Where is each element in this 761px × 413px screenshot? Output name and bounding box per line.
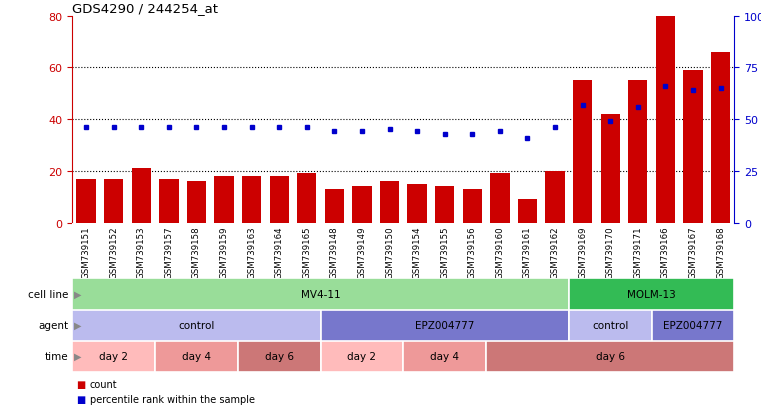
Bar (186, 182, 206, 223)
Text: ▶: ▶ (74, 320, 81, 330)
Text: day 6: day 6 (265, 351, 294, 361)
Bar (651, 310, 734, 341)
Text: control: control (592, 320, 629, 330)
Text: GSM739148: GSM739148 (330, 226, 339, 278)
Bar (628, 81, 648, 223)
Text: GSM739165: GSM739165 (302, 226, 311, 278)
Bar (486, 341, 734, 372)
Bar (380, 182, 400, 223)
Text: ■: ■ (76, 394, 85, 404)
Text: GSM739151: GSM739151 (81, 226, 91, 278)
Text: GSM739162: GSM739162 (550, 226, 559, 278)
Bar (490, 174, 510, 223)
Text: GSM739149: GSM739149 (358, 226, 367, 278)
Bar (435, 187, 454, 223)
Bar (403, 341, 486, 372)
Text: GSM739170: GSM739170 (606, 226, 615, 278)
Text: ▶: ▶ (74, 289, 81, 299)
Text: GSM739169: GSM739169 (578, 226, 587, 278)
Text: GSM739153: GSM739153 (137, 226, 146, 278)
Bar (568, 279, 734, 310)
Text: MV4-11: MV4-11 (301, 289, 340, 299)
Text: GSM739166: GSM739166 (661, 226, 670, 278)
Text: GDS4290 / 244254_at: GDS4290 / 244254_at (72, 2, 218, 15)
Text: GSM739167: GSM739167 (689, 226, 698, 278)
Text: GSM739154: GSM739154 (412, 226, 422, 278)
Bar (320, 341, 403, 372)
Text: GSM739157: GSM739157 (164, 226, 174, 278)
Text: GSM739168: GSM739168 (716, 226, 725, 278)
Bar (320, 310, 569, 341)
Text: ■: ■ (76, 379, 85, 389)
Text: count: count (90, 379, 117, 389)
Text: day 2: day 2 (348, 351, 377, 361)
Bar (711, 52, 731, 223)
Bar (159, 179, 179, 223)
Bar (517, 200, 537, 223)
Bar (104, 179, 123, 223)
Bar (683, 71, 702, 223)
Text: cell line: cell line (28, 289, 68, 299)
Text: GSM739155: GSM739155 (440, 226, 449, 278)
Bar (656, 17, 675, 223)
Text: GSM739171: GSM739171 (633, 226, 642, 278)
Text: day 4: day 4 (182, 351, 211, 361)
Text: GSM739156: GSM739156 (468, 226, 477, 278)
Bar (407, 184, 427, 223)
Bar (242, 177, 261, 223)
Text: GSM739150: GSM739150 (385, 226, 394, 278)
Bar (352, 187, 371, 223)
Bar (297, 174, 317, 223)
Text: day 6: day 6 (596, 351, 625, 361)
Bar (215, 177, 234, 223)
Bar (132, 169, 151, 223)
Text: ▶: ▶ (74, 351, 81, 361)
Bar (155, 341, 237, 372)
Bar (325, 190, 344, 223)
Bar (237, 341, 320, 372)
Text: GSM739159: GSM739159 (219, 226, 228, 278)
Text: GSM739152: GSM739152 (109, 226, 118, 278)
Text: day 2: day 2 (99, 351, 128, 361)
Text: GSM739161: GSM739161 (523, 226, 532, 278)
Bar (568, 310, 651, 341)
Bar (269, 177, 289, 223)
Bar (72, 341, 155, 372)
Bar (600, 114, 620, 223)
Bar (72, 279, 568, 310)
Bar (546, 171, 565, 223)
Bar (72, 310, 320, 341)
Text: day 4: day 4 (430, 351, 459, 361)
Text: GSM739164: GSM739164 (275, 226, 284, 278)
Bar (463, 190, 482, 223)
Bar (76, 179, 96, 223)
Text: GSM739158: GSM739158 (192, 226, 201, 278)
Text: MOLM-13: MOLM-13 (627, 289, 676, 299)
Text: control: control (178, 320, 215, 330)
Text: EPZ004777: EPZ004777 (415, 320, 474, 330)
Bar (573, 81, 592, 223)
Text: agent: agent (38, 320, 68, 330)
Text: GSM739160: GSM739160 (495, 226, 505, 278)
Text: time: time (45, 351, 68, 361)
Text: EPZ004777: EPZ004777 (664, 320, 723, 330)
Text: GSM739163: GSM739163 (247, 226, 256, 278)
Text: percentile rank within the sample: percentile rank within the sample (90, 394, 255, 404)
